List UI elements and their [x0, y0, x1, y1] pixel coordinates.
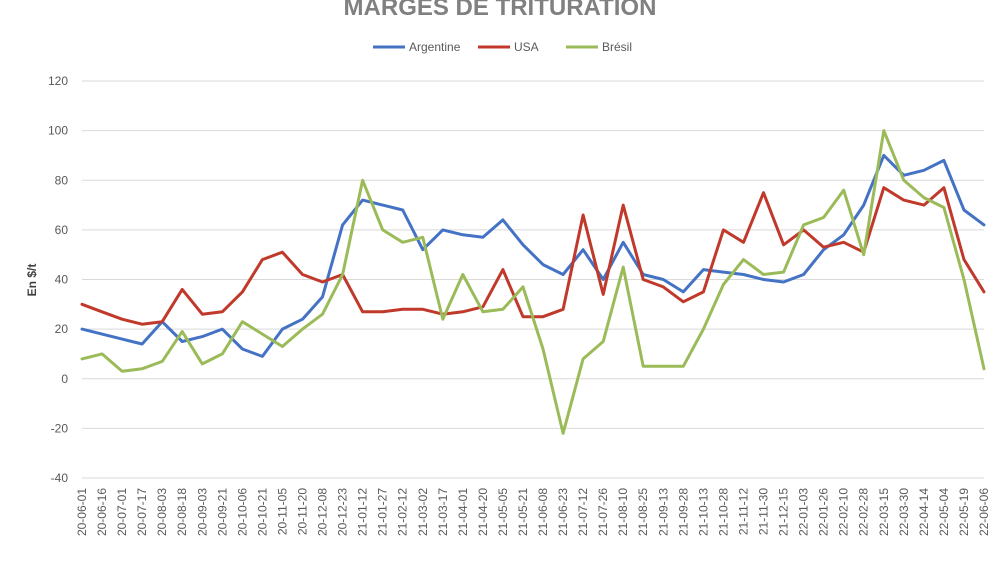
y-tick-label: 20	[55, 322, 69, 336]
x-tick-label: 20-11-20	[295, 488, 309, 535]
y-tick-label: -40	[51, 471, 69, 485]
y-tick-label: -20	[51, 421, 69, 435]
x-tick-label: 21-06-23	[556, 488, 570, 536]
y-tick-label: 80	[55, 173, 69, 187]
x-tick-label: 21-02-12	[396, 488, 410, 536]
x-tick-label: 21-08-10	[616, 488, 630, 536]
x-tick-label: 21-06-08	[536, 488, 550, 536]
x-tick-label: 22-05-19	[957, 488, 971, 536]
y-tick-label: 40	[55, 273, 69, 287]
series-lines	[80, 129, 986, 435]
x-tick-label: 21-11-12	[736, 488, 750, 535]
x-tick-label: 20-07-01	[115, 488, 129, 536]
x-tick-label: 20-09-21	[215, 488, 229, 536]
x-tick-label: 20-12-23	[336, 488, 350, 536]
legend-label: Brésil	[602, 40, 632, 54]
x-axis-ticks: 20-06-01 20-06-16 20-07-01 20-07-17 20-08-03…	[75, 488, 991, 536]
y-tick-label: 120	[48, 74, 68, 88]
legend-label: USA	[514, 40, 539, 54]
series-line-brésil	[80, 129, 986, 435]
x-tick-label: 22-05-04	[937, 488, 951, 536]
y-tick-label: 60	[55, 223, 69, 237]
x-tick-label: 22-06-06	[977, 488, 991, 536]
x-tick-label: 21-03-17	[436, 488, 450, 536]
legend: Argentine USA Brésil	[373, 40, 632, 54]
x-tick-label: 21-12-15	[777, 488, 791, 536]
x-tick-label: 21-11-30	[757, 488, 771, 535]
x-tick-label: 21-01-12	[356, 488, 370, 536]
y-axis-ticks: -40 -20 0 20 40 60 80 100 120	[48, 74, 68, 485]
x-tick-label: 20-06-16	[95, 488, 109, 536]
legend-label: Argentine	[409, 40, 461, 54]
chart-title: MARGES DE TRITURATION	[344, 0, 657, 21]
x-tick-label: 21-10-13	[696, 488, 710, 536]
x-tick-label: 21-09-28	[676, 488, 690, 536]
x-tick-label: 22-03-30	[897, 488, 911, 536]
series-line-argentine	[80, 153, 986, 358]
y-tick-label: 100	[48, 124, 68, 138]
x-tick-label: 22-01-26	[817, 488, 831, 536]
x-tick-label: 21-07-26	[596, 488, 610, 536]
x-tick-label: 21-04-20	[476, 488, 490, 536]
x-tick-label: 21-04-01	[456, 488, 470, 536]
grid	[82, 80, 984, 479]
x-tick-label: 22-02-28	[857, 488, 871, 536]
x-tick-label: 20-09-03	[195, 488, 209, 536]
x-tick-label: 21-03-02	[416, 488, 430, 536]
x-tick-label: 20-10-06	[235, 488, 249, 536]
x-tick-label: 20-11-05	[275, 488, 289, 535]
x-tick-label: 20-12-08	[316, 488, 330, 536]
x-tick-label: 21-01-27	[376, 488, 390, 536]
x-tick-label: 22-02-10	[837, 488, 851, 536]
x-tick-label: 20-06-01	[75, 488, 89, 536]
x-tick-label: 22-03-15	[877, 488, 891, 536]
y-tick-label: 0	[61, 372, 68, 386]
x-tick-label: 22-04-14	[917, 488, 931, 536]
y-axis-label: En $/t	[25, 264, 39, 297]
x-tick-label: 20-08-03	[155, 488, 169, 536]
x-tick-label: 21-08-25	[636, 488, 650, 536]
x-tick-label: 22-01-03	[797, 488, 811, 536]
x-tick-label: 20-10-21	[255, 488, 269, 536]
x-tick-label: 20-07-17	[135, 488, 149, 536]
x-tick-label: 21-09-13	[656, 488, 670, 536]
x-tick-label: 21-10-28	[716, 488, 730, 536]
x-tick-label: 20-08-18	[175, 488, 189, 536]
x-tick-label: 21-07-12	[576, 488, 590, 536]
x-tick-label: 21-05-21	[516, 488, 530, 536]
x-tick-label: 21-05-05	[496, 488, 510, 536]
